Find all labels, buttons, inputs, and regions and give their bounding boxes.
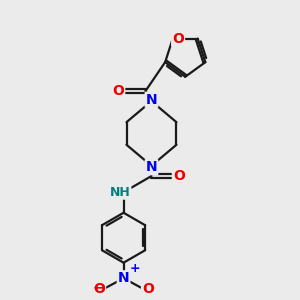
Text: NH: NH bbox=[110, 186, 130, 199]
Text: O: O bbox=[172, 32, 184, 46]
Text: N: N bbox=[118, 271, 129, 285]
Text: N: N bbox=[146, 160, 157, 174]
Text: O: O bbox=[142, 281, 154, 296]
Text: N: N bbox=[146, 93, 157, 107]
Text: O: O bbox=[173, 169, 185, 183]
Text: −: − bbox=[92, 280, 104, 294]
Text: O: O bbox=[112, 84, 124, 98]
Text: O: O bbox=[93, 281, 105, 296]
Text: +: + bbox=[130, 262, 141, 275]
